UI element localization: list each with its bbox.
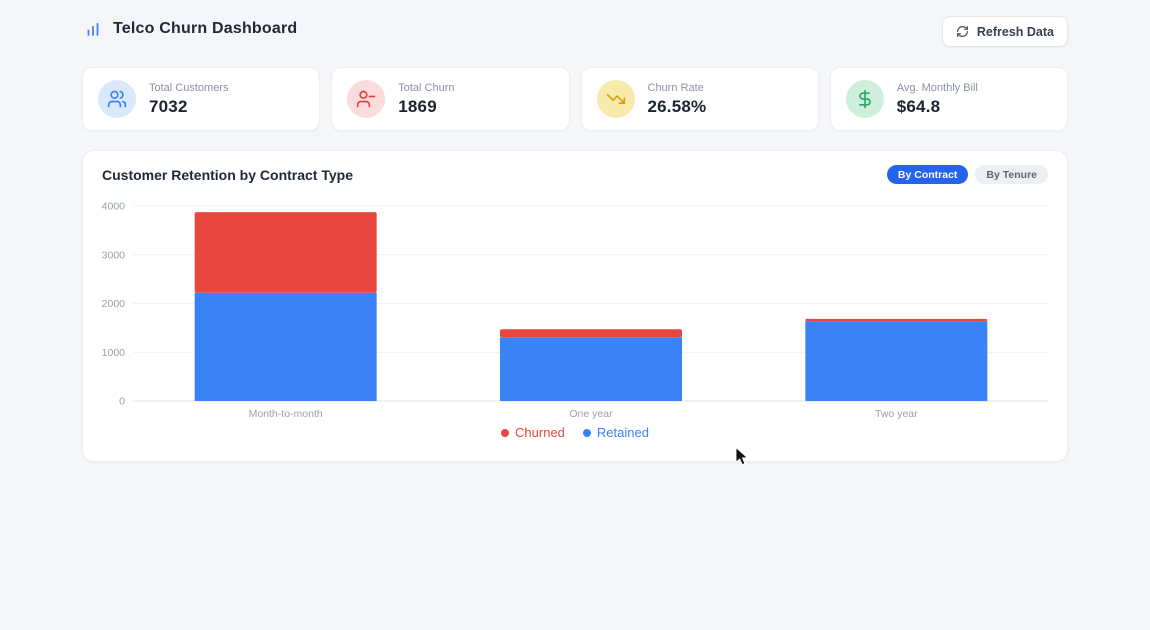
refresh-data-button[interactable]: Refresh Data — [941, 16, 1068, 47]
toggle-by-tenure[interactable]: By Tenure — [975, 165, 1048, 184]
stat-label: Total Churn — [398, 81, 455, 94]
page-title: Telco Churn Dashboard — [113, 20, 298, 37]
stat-label: Churn Rate — [647, 81, 704, 94]
header: Telco Churn Dashboard — [84, 0, 297, 58]
y-tick-label: 2000 — [102, 298, 126, 310]
legend-dot — [582, 428, 591, 437]
refresh-icon — [956, 25, 969, 38]
x-category-label: Two year — [875, 408, 918, 420]
stat-value: $64.8 — [896, 96, 941, 116]
user-minus-icon — [347, 80, 386, 118]
y-tick-label: 0 — [119, 396, 125, 408]
mouse-cursor — [735, 446, 753, 472]
legend-item-churned[interactable]: Churned — [501, 425, 565, 440]
stat-cards-row: Total Customers 7032 Total Churn 1869 — [82, 67, 1068, 131]
chart-view-toggle: By Contract By Tenure — [886, 165, 1048, 184]
x-category-label: Month-to-month — [249, 408, 323, 420]
bar-churned-month-to-month[interactable] — [194, 212, 377, 293]
refresh-button-label: Refresh Data — [976, 24, 1054, 39]
y-tick-label: 4000 — [102, 201, 126, 213]
stat-label: Total Customers — [149, 81, 229, 94]
stat-value: 1869 — [398, 96, 437, 116]
bar-chart-icon — [84, 20, 102, 38]
bar-churned-one-year[interactable] — [500, 329, 682, 338]
legend-label: Retained — [596, 425, 649, 440]
bar-retained-month-to-month[interactable] — [194, 292, 377, 401]
y-tick-label: 3000 — [102, 249, 126, 261]
stacked-bar-chart: 0 1000 2000 3000 4000 Month-to-month One year T… — [102, 201, 1049, 420]
bar-churned-two-year[interactable] — [805, 318, 988, 322]
stat-card-churn-rate: Churn Rate 26.58% — [580, 67, 819, 131]
toggle-by-contract[interactable]: By Contract — [886, 165, 969, 184]
x-category-label: One year — [569, 408, 613, 420]
stat-card-total-churn: Total Churn 1869 — [331, 67, 570, 131]
legend-dot — [501, 428, 510, 437]
users-icon — [98, 80, 136, 118]
chart-card: Customer Retention by Contract Type By C… — [82, 150, 1068, 462]
y-tick-label: 1000 — [102, 347, 126, 359]
chart-legend: Churned Retained — [83, 425, 1067, 440]
legend-item-retained[interactable]: Retained — [582, 425, 649, 440]
trending-down-icon — [596, 80, 635, 118]
stat-value: 26.58% — [647, 96, 707, 116]
stat-card-avg-monthly-bill: Avg. Monthly Bill $64.8 — [829, 67, 1068, 131]
dollar-icon — [845, 80, 884, 118]
legend-label: Churned — [515, 425, 565, 440]
bar-retained-one-year[interactable] — [500, 337, 682, 401]
stat-card-total-customers: Total Customers 7032 — [82, 67, 321, 131]
chart-title: Customer Retention by Contract Type — [102, 167, 353, 183]
bar-retained-two-year[interactable] — [805, 321, 988, 401]
stat-value: 7032 — [149, 96, 188, 116]
stat-label: Avg. Monthly Bill — [896, 81, 978, 94]
